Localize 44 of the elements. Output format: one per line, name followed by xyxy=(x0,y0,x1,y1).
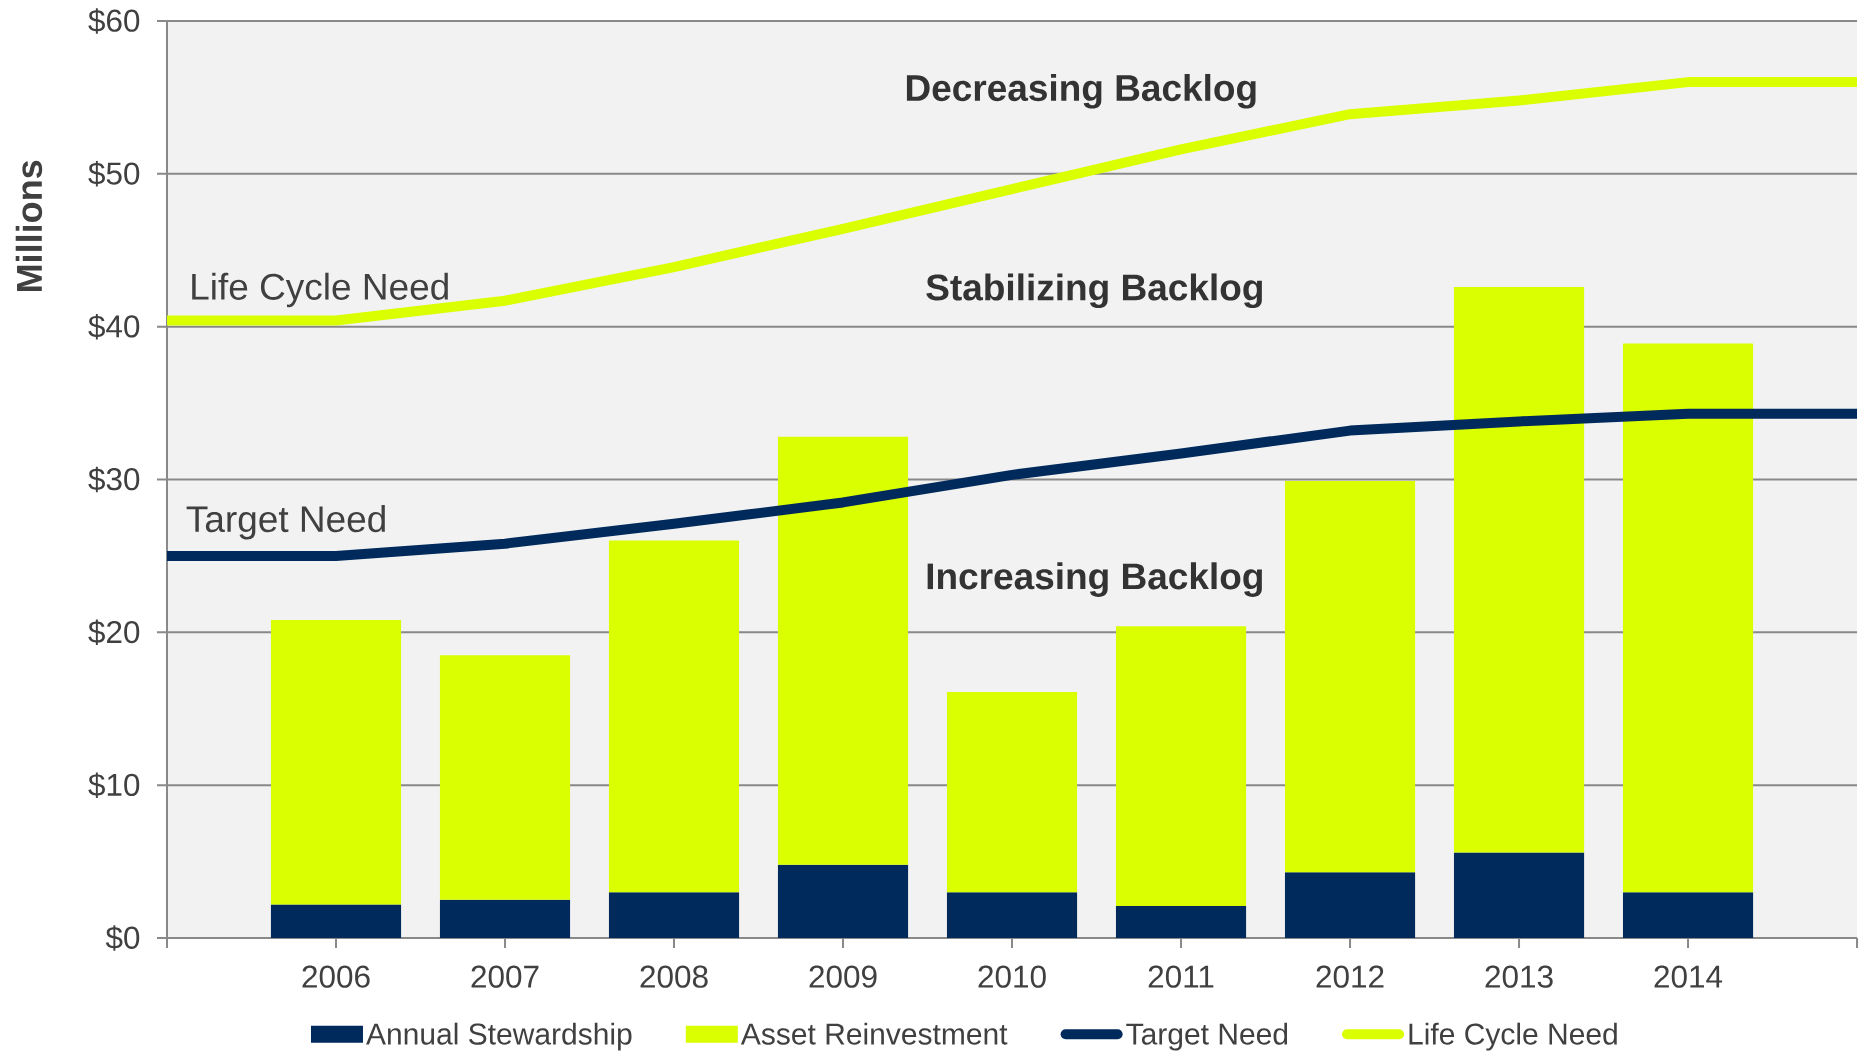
annotation: Target Need xyxy=(186,505,385,540)
x-tick-label: 2009 xyxy=(809,965,877,988)
x-tick-label: 2012 xyxy=(1316,965,1384,988)
bar xyxy=(777,864,909,938)
bar xyxy=(946,691,1078,893)
x-tick-label: 2013 xyxy=(1485,965,1553,988)
bar xyxy=(1284,481,1416,873)
bar xyxy=(270,620,402,905)
x-tick-label: 2010 xyxy=(978,965,1046,988)
x-tick-label: 2014 xyxy=(1654,965,1723,988)
bar xyxy=(1453,852,1585,938)
x-tick-label: 2006 xyxy=(302,965,370,988)
bar xyxy=(439,655,571,900)
y-tick-label: $30 xyxy=(88,466,140,493)
legend-label: Asset Reinvestment xyxy=(740,1022,1008,1045)
x-tick-label: 2008 xyxy=(640,965,708,988)
y-tick-label: $40 xyxy=(88,313,140,340)
bar xyxy=(1115,626,1247,906)
bar xyxy=(1622,343,1754,893)
bar xyxy=(608,892,740,938)
y-tick-label: $10 xyxy=(88,772,140,798)
x-tick-label: 2011 xyxy=(1148,965,1214,988)
bar xyxy=(608,540,740,893)
legend-label: Target Need xyxy=(1126,1022,1288,1051)
annotation: Stabilizing Backlog xyxy=(926,273,1262,309)
legend-label: Annual Stewardship xyxy=(366,1022,632,1051)
bar xyxy=(439,899,571,938)
bar xyxy=(270,904,402,938)
y-tick-label: $60 xyxy=(88,8,140,34)
y-tick-label: $0 xyxy=(105,925,140,951)
annotation: Decreasing Backlog xyxy=(906,73,1256,109)
x-tick-label: 2007 xyxy=(471,965,539,988)
bar xyxy=(777,436,909,865)
y-axis-title: Millions xyxy=(15,160,43,291)
bar xyxy=(1115,905,1247,938)
y-tick-label: $50 xyxy=(88,161,140,187)
bar xyxy=(946,892,1078,938)
bar xyxy=(1622,892,1754,938)
legend-label: Life Cycle Need xyxy=(1409,1022,1617,1051)
annotation: Life Cycle Need xyxy=(192,272,448,308)
y-tick-label: $20 xyxy=(88,619,140,646)
annotation: Increasing Backlog xyxy=(927,562,1262,597)
bar xyxy=(1453,286,1585,853)
bar xyxy=(1284,872,1416,938)
